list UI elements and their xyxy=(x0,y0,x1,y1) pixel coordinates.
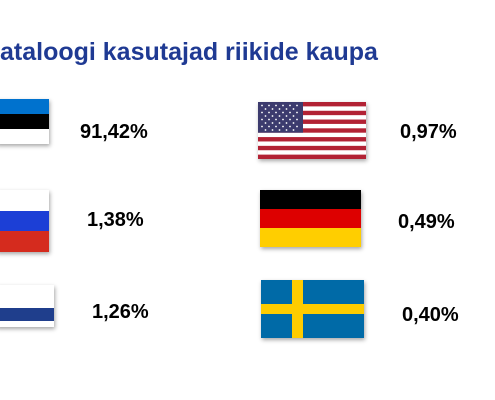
russia-percentage: 1,38% xyxy=(87,209,144,231)
estonia-flag xyxy=(0,99,49,144)
usa-flag xyxy=(258,102,366,159)
sweden-percentage: 0,40% xyxy=(402,304,459,326)
russia-flag xyxy=(0,190,49,252)
sweden-flag xyxy=(261,280,364,338)
estonia-percentage: 91,42% xyxy=(80,121,148,143)
page-title: ataloogi kasutajad riikide kaupa xyxy=(0,38,378,66)
germany-flag xyxy=(260,190,361,247)
germany-percentage: 0,49% xyxy=(398,211,455,233)
usa-percentage: 0,97% xyxy=(400,121,457,143)
finland-flag xyxy=(0,285,54,327)
finland-percentage: 1,26% xyxy=(92,301,149,323)
